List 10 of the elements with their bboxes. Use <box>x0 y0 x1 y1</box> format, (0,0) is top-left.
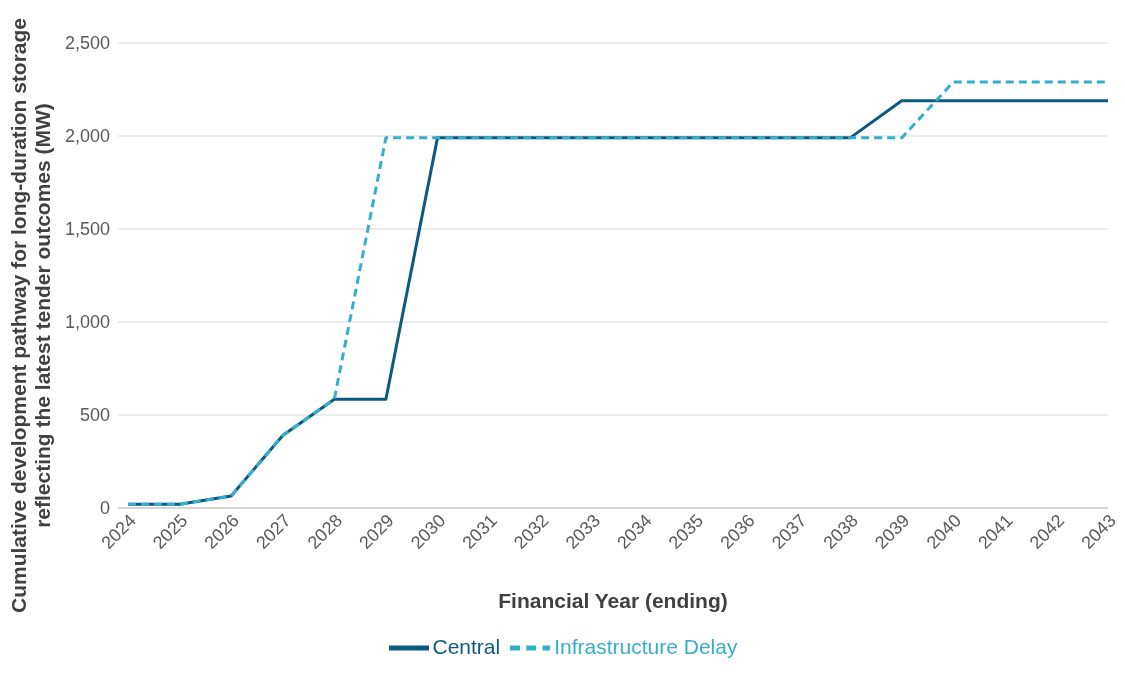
y-tick-label: 2,000 <box>64 126 110 147</box>
y-tick-label: 500 <box>79 405 110 426</box>
y-tick-label: 0 <box>99 498 110 519</box>
y-tick-label: 1,500 <box>64 219 110 240</box>
x-axis-title: Financial Year (ending) <box>498 589 728 612</box>
y-axis-title: Cumulative development pathway for long-duration storage reflecting the latest tender outcomes (MW) <box>7 17 54 614</box>
y-tick-label: 1,000 <box>64 312 110 333</box>
legend-label: Infrastructure Delay <box>554 634 738 658</box>
y-tick-label: 2,500 <box>64 33 110 54</box>
legend-label: Central <box>432 634 501 658</box>
